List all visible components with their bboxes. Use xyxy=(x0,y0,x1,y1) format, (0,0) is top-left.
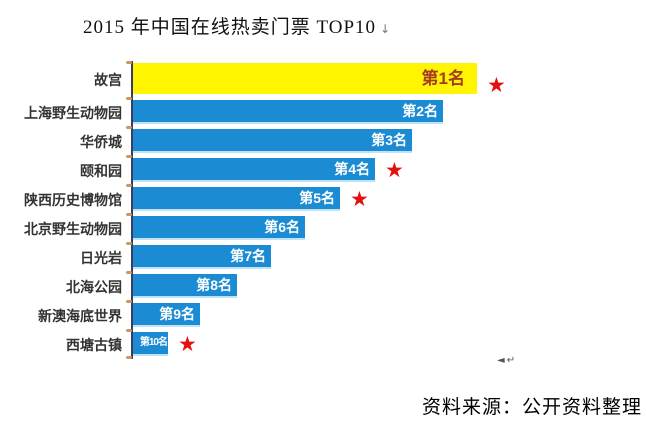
star-icon: ★ xyxy=(178,332,197,356)
category-label: 新澳海底世界 xyxy=(38,308,122,324)
bar-rank-1: 第1名 xyxy=(133,63,477,94)
rank-data-label: 第6名 xyxy=(264,219,300,235)
bar-rank-5: 第5名 xyxy=(133,187,340,211)
bar-rank-8: 第8名 xyxy=(133,274,237,298)
rank-data-label: 第8名 xyxy=(196,277,232,293)
category-label: 北海公园 xyxy=(66,279,122,295)
bar-rank-6: 第6名 xyxy=(133,216,305,240)
category-label: 华侨城 xyxy=(80,134,122,150)
star-icon: ★ xyxy=(350,187,369,211)
formatting-marks-icon: ◄↵ xyxy=(497,355,518,366)
rank-data-label: 第5名 xyxy=(299,190,335,206)
axis-tick xyxy=(126,61,132,64)
bar-rank-7: 第7名 xyxy=(133,245,271,269)
source-note: 资料来源：公开资料整理 xyxy=(421,397,642,418)
axis-tick xyxy=(126,242,132,245)
category-label: 西塘古镇 xyxy=(66,337,122,353)
chart-title: 2015 年中国在线热卖门票 TOP10 ↓ xyxy=(83,12,391,39)
axis-tick xyxy=(126,329,132,332)
rank-data-label: 第10名 xyxy=(139,337,168,348)
bar-rank-2: 第2名 xyxy=(133,100,443,124)
category-label: 颐和园 xyxy=(80,163,122,179)
rank-data-label: 第3名 xyxy=(371,132,407,148)
axis-tick xyxy=(126,184,132,187)
rank-data-label: 第9名 xyxy=(159,306,195,322)
rank-data-label: 第1名 xyxy=(421,69,465,88)
axis-tick xyxy=(126,300,132,303)
axis-tick xyxy=(126,97,132,100)
star-icon: ★ xyxy=(385,158,404,182)
category-label: 日光岩 xyxy=(80,250,122,266)
rank-data-label: 第7名 xyxy=(230,248,266,264)
line-break-mark-icon: ↓ xyxy=(380,22,392,36)
bar-rank-4: 第4名 xyxy=(133,158,375,182)
bar-rank-10: 第10名 xyxy=(133,332,168,356)
star-icon: ★ xyxy=(487,72,506,97)
axis-tick xyxy=(126,155,132,158)
category-label: 北京野生动物园 xyxy=(24,221,122,237)
category-label: 上海野生动物园 xyxy=(24,105,122,121)
axis-tick xyxy=(126,356,132,359)
category-label: 故宫 xyxy=(94,71,122,88)
axis-tick xyxy=(126,271,132,274)
category-label: 陕西历史博物馆 xyxy=(24,192,122,208)
axis-tick xyxy=(126,213,132,216)
chart-title-text: 2015 年中国在线热卖门票 TOP10 xyxy=(83,17,377,38)
bar-rank-9: 第9名 xyxy=(133,303,200,327)
axis-tick xyxy=(126,126,132,129)
rank-data-label: 第4名 xyxy=(334,161,370,177)
rank-data-label: 第2名 xyxy=(402,103,438,119)
category-axis-line xyxy=(131,61,133,359)
bar-rank-3: 第3名 xyxy=(133,129,412,153)
